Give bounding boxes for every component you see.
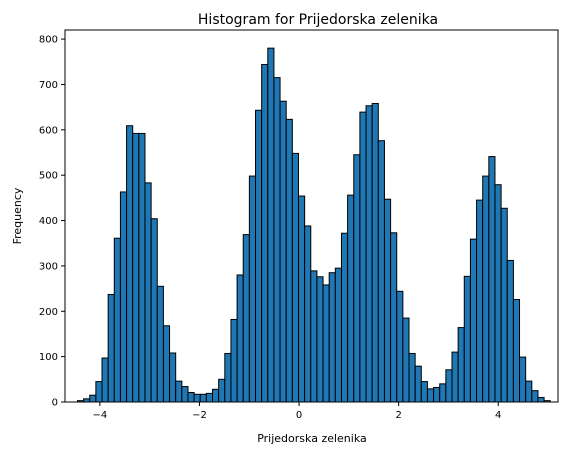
histogram-bar [236, 274, 244, 403]
histogram-bar [242, 234, 250, 403]
histogram-bar [316, 276, 324, 403]
histogram-bar [519, 356, 527, 403]
histogram-bar [126, 125, 134, 403]
histogram-bar [377, 140, 385, 403]
histogram-bar [267, 47, 275, 403]
histogram-bar [340, 232, 349, 403]
y-tick-label: 800 [39, 35, 58, 46]
histogram-bar [218, 378, 226, 403]
x-tick-label: 2 [395, 410, 401, 421]
histogram-bar [328, 272, 336, 403]
histogram-bar [95, 381, 103, 403]
y-axis-label: Frequency [11, 187, 24, 244]
histogram-bar [396, 290, 404, 403]
x-tick-label: 0 [296, 410, 302, 421]
histogram-bar [451, 351, 459, 403]
histogram-bar [138, 132, 146, 403]
histogram-bar [365, 105, 373, 403]
histogram-bar [132, 132, 140, 403]
y-tick-label: 700 [39, 80, 58, 91]
plot-frame [64, 29, 559, 403]
histogram-bar [285, 118, 293, 403]
histogram-bars [76, 47, 551, 403]
histogram-bar [463, 275, 471, 403]
histogram-bar [230, 318, 238, 403]
histogram-bar [205, 392, 214, 403]
histogram-bar [359, 111, 367, 403]
histogram-bar [107, 293, 115, 403]
y-tick-label: 500 [39, 171, 58, 182]
histogram-bar [420, 381, 428, 403]
histogram-bar [150, 218, 158, 403]
x-tick-label: −4 [92, 410, 107, 421]
histogram-bar [101, 357, 109, 403]
histogram-bar [482, 175, 490, 403]
histogram-bar [414, 365, 422, 403]
y-tick-label: 400 [39, 216, 58, 227]
histogram-bar [291, 152, 299, 403]
histogram-bar [304, 225, 312, 403]
histogram-bar [439, 383, 447, 403]
histogram-bar [506, 259, 514, 403]
histogram-bar [199, 393, 207, 403]
y-axis-ticks: 0 100 200 300 400 500 600 700 800 [39, 35, 65, 409]
histogram-bar [144, 182, 152, 403]
histogram-bar [353, 154, 361, 403]
histogram-bar [371, 102, 379, 403]
histogram-bar [500, 207, 508, 403]
histogram-bar [426, 388, 435, 403]
histogram-bar [347, 194, 355, 403]
histogram-bar [113, 237, 121, 403]
histogram-bar [445, 369, 453, 403]
histogram-bar [175, 380, 183, 403]
histogram-bar [476, 199, 484, 403]
histogram-bar [187, 391, 195, 403]
histogram-bar [279, 100, 287, 403]
histogram-bar [390, 232, 398, 403]
histogram-bar [119, 191, 128, 403]
histogram-bar [181, 386, 189, 403]
histogram-bar [531, 390, 539, 403]
histogram-bar [494, 184, 502, 403]
chart-title: Histogram for Prijedorska zelenika [198, 12, 438, 28]
histogram-bar [310, 270, 318, 403]
histogram-bar [193, 393, 201, 403]
histogram-bar [297, 195, 306, 403]
histogram-bar [402, 317, 410, 403]
histogram-bar [255, 109, 263, 403]
histogram-bar [156, 285, 164, 403]
histogram-bar [162, 325, 171, 403]
histogram-bar [169, 352, 177, 403]
y-tick-label: 200 [39, 307, 58, 318]
histogram-bar [89, 394, 97, 403]
histogram-bar [248, 175, 257, 403]
histogram-bar [457, 327, 465, 403]
histogram-bar [433, 386, 441, 403]
y-tick-label: 100 [39, 352, 58, 363]
histogram-bar [512, 298, 521, 403]
histogram-bar [488, 156, 496, 403]
histogram-bar [383, 198, 392, 403]
histogram-bar [261, 63, 269, 403]
y-tick-label: 600 [39, 125, 58, 136]
y-tick-label: 300 [39, 261, 58, 272]
histogram-bar [334, 267, 342, 403]
histogram-bar [537, 396, 545, 403]
histogram-bar [408, 352, 416, 403]
x-axis-label: Prijedorska zelenika [257, 432, 367, 445]
histogram-bar [469, 238, 478, 403]
histogram-bar [273, 77, 281, 403]
histogram-bar [224, 352, 232, 403]
histogram-bar [322, 284, 330, 403]
y-tick-label: 0 [52, 398, 58, 409]
x-tick-label: −2 [192, 410, 207, 421]
histogram-bar [212, 388, 220, 403]
x-axis-ticks: −4 −2 0 2 4 [92, 402, 501, 421]
histogram-bar [525, 380, 533, 403]
x-tick-label: 4 [495, 410, 501, 421]
